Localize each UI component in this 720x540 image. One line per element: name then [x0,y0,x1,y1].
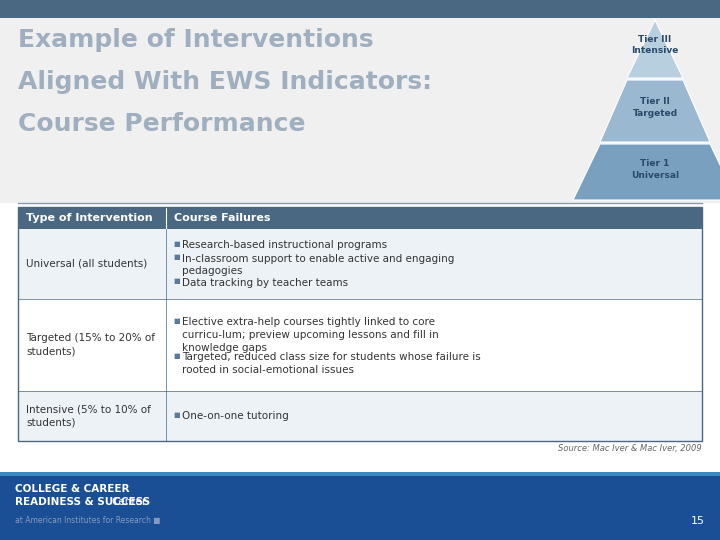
Text: Tier III
Intensive: Tier III Intensive [631,35,679,56]
Text: Tier 1
Universal: Tier 1 Universal [631,159,679,180]
Text: ■: ■ [173,241,179,247]
Text: ■: ■ [173,254,179,260]
Bar [18,207,702,229]
Text: Targeted (15% to 20% of
students): Targeted (15% to 20% of students) [26,333,155,356]
Text: Center: Center [111,497,146,507]
Text: Course Failures: Course Failures [174,213,271,223]
Text: Universal (all students): Universal (all students) [26,259,148,269]
Bar [18,207,702,441]
Polygon shape [573,144,720,200]
Text: 15: 15 [691,516,705,526]
Text: Example of Interventions: Example of Interventions [18,28,374,52]
Text: One-on-one tutoring: One-on-one tutoring [182,411,289,421]
Bar [0,472,720,540]
Bar [18,299,702,391]
Text: at American Institutes for Research ■: at American Institutes for Research ■ [15,516,161,525]
Bar [0,0,720,18]
Text: ■: ■ [173,318,179,324]
Text: ■: ■ [173,411,179,418]
Text: ■: ■ [173,279,179,285]
Bar [18,229,702,299]
Text: Elective extra-help courses tightly linked to core
curricu-lum; preview upcoming: Elective extra-help courses tightly link… [182,317,438,353]
Text: Aligned With EWS Indicators:: Aligned With EWS Indicators: [18,70,432,94]
Bar [0,18,720,203]
Polygon shape [627,20,683,78]
Text: In-classroom support to enable active and engaging
pedagogies: In-classroom support to enable active an… [182,253,454,276]
Text: Targeted, reduced class size for students whose failure is
rooted in social-emot: Targeted, reduced class size for student… [182,352,481,375]
Text: Research-based instructional programs: Research-based instructional programs [182,240,387,250]
Text: Data tracking by teacher teams: Data tracking by teacher teams [182,278,348,287]
Text: Course Performance: Course Performance [18,112,305,136]
Bar [0,472,720,476]
Text: Source: Mac Iver & Mac Iver, 2009: Source: Mac Iver & Mac Iver, 2009 [558,444,702,453]
Bar [18,391,702,441]
Text: ■: ■ [173,353,179,359]
Text: Type of Intervention: Type of Intervention [26,213,153,223]
Text: COLLEGE & CAREER
READINESS & SUCCESS: COLLEGE & CAREER READINESS & SUCCESS [15,484,150,507]
Polygon shape [600,80,710,142]
Text: Tier II
Targeted: Tier II Targeted [632,98,678,118]
Text: Intensive (5% to 10% of
students): Intensive (5% to 10% of students) [26,404,151,428]
